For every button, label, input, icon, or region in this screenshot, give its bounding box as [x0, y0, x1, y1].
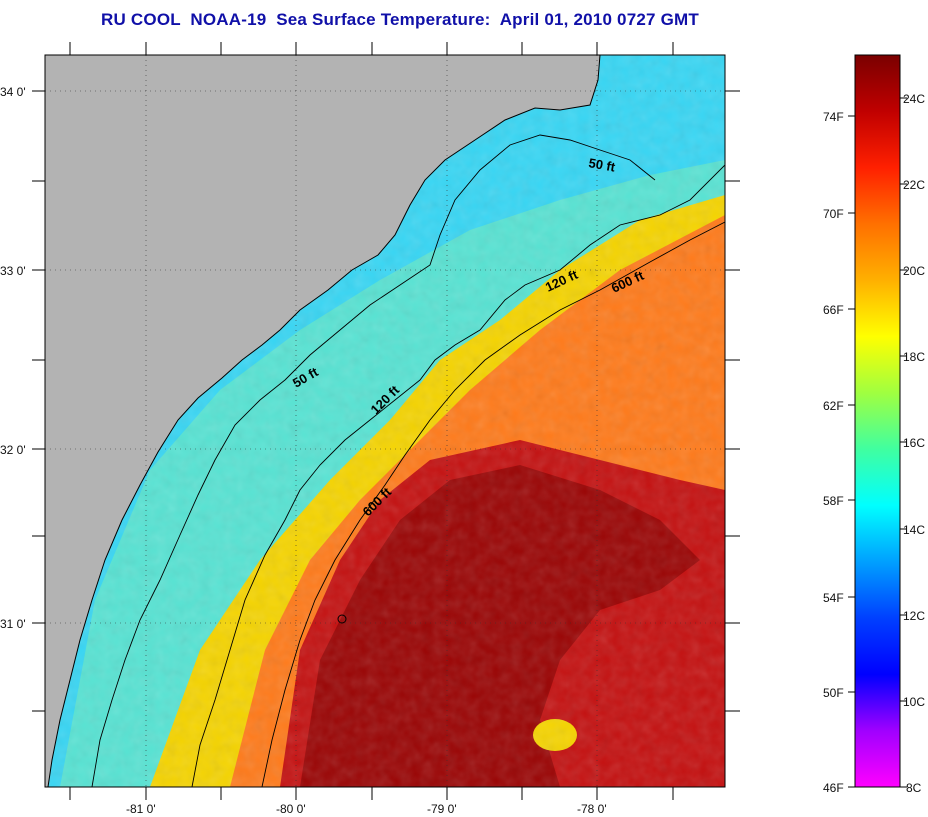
- map-frame: [44, 54, 726, 788]
- buoy-marker: [337, 614, 347, 624]
- lon-label-79: -79 0': [427, 802, 457, 816]
- lon-label-81: -81 0': [126, 802, 156, 816]
- lat-label-31: 31 0': [0, 617, 26, 631]
- lat-label-34: 34 0': [0, 85, 26, 99]
- land: [45, 55, 600, 787]
- lat-label-33: 33 0': [0, 264, 26, 278]
- isobath-50ft: [91, 134, 656, 787]
- isobath-600ft: [261, 221, 725, 787]
- lon-label-80: -80 0': [276, 802, 306, 816]
- coastline: [47, 55, 601, 787]
- map-ticks: [32, 42, 740, 800]
- lon-label-78: -78 0': [577, 802, 607, 816]
- isobath-120ft: [191, 164, 725, 787]
- map-title: RU COOL NOAA-19 Sea Surface Temperature:…: [101, 10, 699, 29]
- lat-label-32: 32 0': [0, 443, 26, 457]
- lat-lon-grid: [45, 55, 725, 787]
- contour-label-50ft-north: 50 ft: [587, 155, 617, 175]
